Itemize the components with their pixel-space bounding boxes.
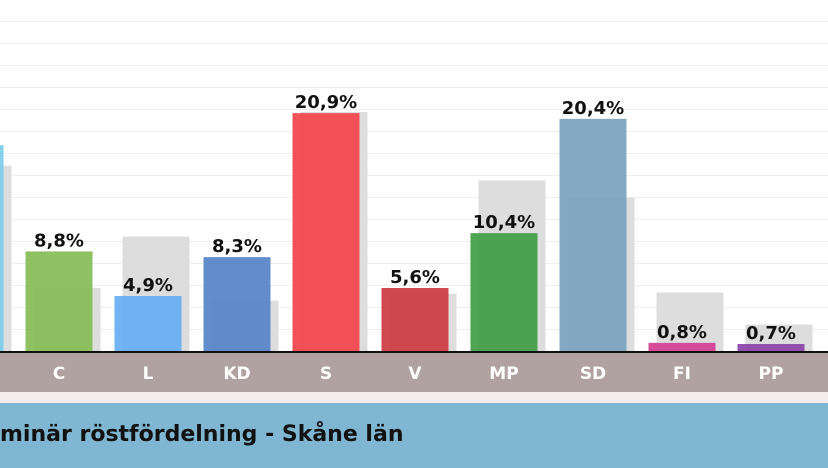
- bar: [203, 257, 271, 352]
- footer: [0, 403, 828, 468]
- value-label: 0,8%: [657, 322, 707, 343]
- chart-title: minär röstfördelning - Skåne län: [0, 421, 403, 447]
- previous-bar: [0, 165, 12, 352]
- value-label: 4,9%: [123, 275, 173, 296]
- bar: [381, 288, 449, 352]
- bar: [0, 145, 4, 352]
- value-label: 8,3%: [212, 236, 262, 257]
- value-label: 20,4%: [562, 98, 624, 119]
- x-tick-label: PP: [759, 364, 784, 384]
- category-band: [0, 352, 828, 392]
- bar: [292, 113, 360, 353]
- previous-bar: [656, 292, 724, 352]
- value-label: 8,8%: [34, 230, 84, 251]
- x-tick-label: SD: [580, 364, 606, 384]
- bar: [648, 342, 716, 352]
- x-tick-label: S: [320, 364, 332, 384]
- x-tick-label: V: [408, 364, 422, 384]
- bar: [470, 233, 538, 352]
- separator: [0, 392, 828, 403]
- x-tick-label: FI: [673, 364, 691, 384]
- value-label: 5,6%: [390, 267, 440, 288]
- x-tick-label: MP: [489, 364, 518, 384]
- x-tick-label: KD: [223, 364, 250, 384]
- bar: [114, 296, 182, 352]
- value-label: 10,4%: [473, 212, 535, 233]
- value-label: 20,9%: [295, 92, 357, 113]
- bar: [737, 344, 805, 352]
- x-tick-label: C: [53, 364, 65, 384]
- value-label: 0,7%: [746, 323, 796, 344]
- x-tick-label: L: [143, 364, 154, 384]
- bar: [25, 251, 93, 352]
- bar: [559, 118, 627, 352]
